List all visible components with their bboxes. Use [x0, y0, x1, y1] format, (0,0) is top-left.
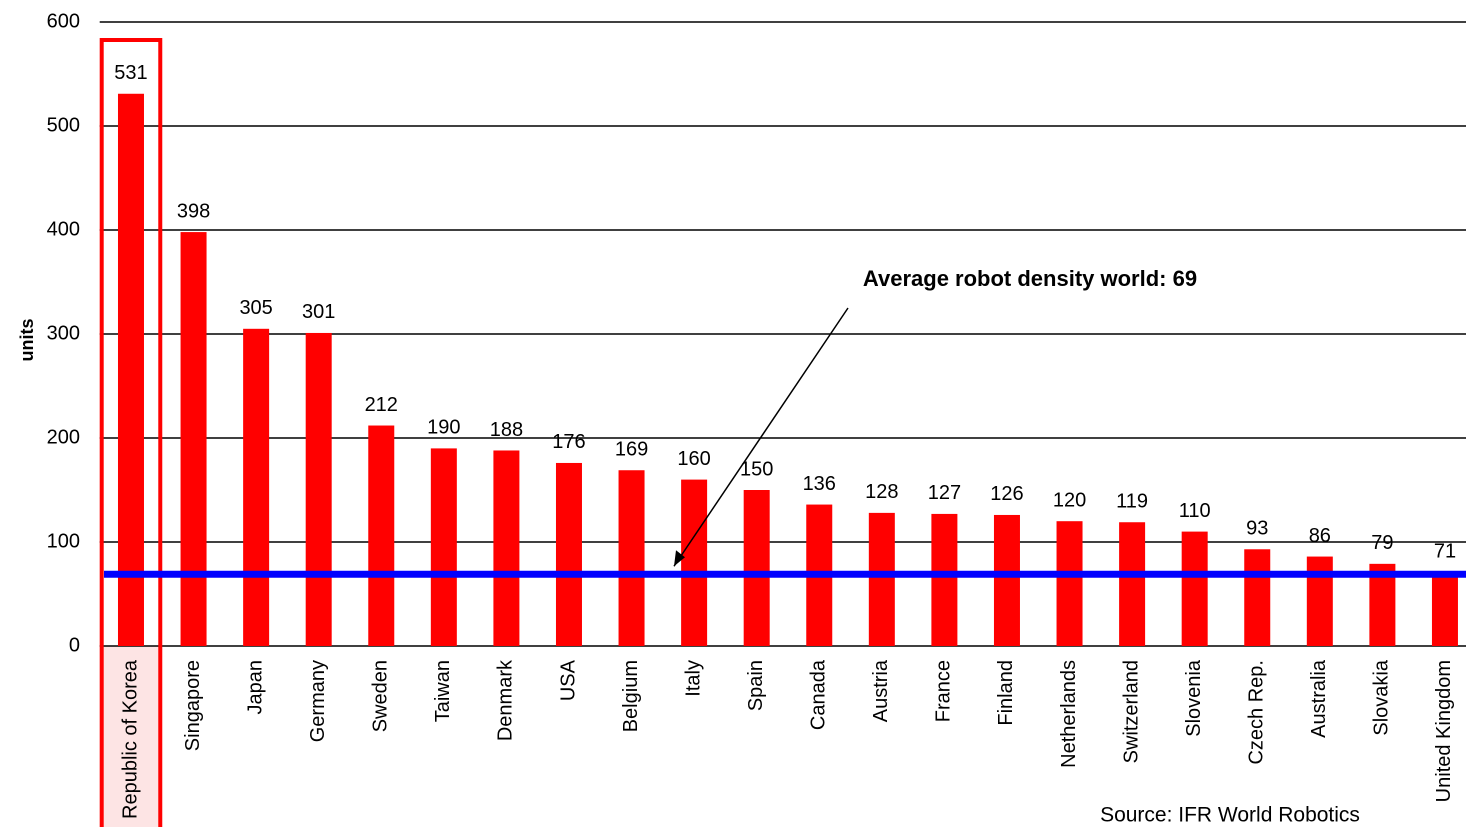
bar — [1056, 521, 1083, 646]
x-tick-label: Netherlands — [1058, 660, 1080, 768]
x-tick-label: Spain — [745, 660, 767, 711]
x-tick-label: Austria — [870, 659, 892, 722]
x-tick-label: United Kingdom — [1433, 660, 1455, 802]
x-tick-label: Czech Rep. — [1246, 660, 1268, 765]
plot: 0 100 200 300 400 500 600 531 Republic of Korea 3… — [47, 10, 1466, 827]
value-label: 398 — [177, 200, 210, 222]
x-tick-label: Australia — [1308, 659, 1330, 738]
highlight-box — [99, 38, 163, 827]
value-label: 169 — [615, 439, 648, 461]
bar — [931, 513, 958, 646]
x-tick-label: Singapore — [182, 660, 204, 751]
x-tick-label: Slovakia — [1371, 659, 1393, 735]
y-tick-label: 200 — [47, 426, 80, 448]
value-label: 126 — [990, 483, 1023, 505]
value-label: 86 — [1309, 525, 1331, 547]
x-tick-label: Slovenia — [1183, 659, 1205, 737]
value-label: 93 — [1246, 518, 1268, 540]
value-label: 71 — [1434, 540, 1456, 562]
source: Source: IFR World Robotics — [1100, 804, 1360, 827]
x-tick-label: USA — [557, 659, 579, 701]
arrow-head — [674, 550, 685, 567]
value-label: 531 — [114, 62, 147, 84]
y-tick-label: 300 — [47, 322, 80, 344]
bar — [1181, 531, 1208, 646]
x-tick-label: Germany — [307, 660, 329, 742]
bar — [305, 332, 332, 646]
bar — [1119, 522, 1146, 646]
x-tick-label: Sweden — [370, 660, 392, 732]
bar — [180, 232, 207, 646]
value-label: 212 — [365, 394, 398, 416]
y-tick-label: 100 — [47, 530, 80, 552]
annotation-arrow — [673, 307, 849, 567]
value-label: 150 — [740, 458, 773, 480]
y-tick-label: 500 — [47, 114, 80, 136]
bar — [555, 462, 582, 646]
y-tick-label: 0 — [69, 634, 80, 656]
bar — [743, 490, 770, 646]
bar — [117, 93, 144, 646]
value-label: 120 — [1053, 489, 1086, 511]
x-tick-label: Japan — [244, 660, 266, 715]
value-label: 79 — [1371, 532, 1393, 554]
value-label: 110 — [1179, 500, 1211, 522]
x-tick-label: Italy — [682, 660, 704, 697]
bar — [681, 479, 708, 646]
value-label: 301 — [302, 301, 335, 323]
bar — [868, 512, 895, 646]
x-tick-label: Finland — [995, 660, 1017, 726]
bar — [618, 470, 645, 646]
x-tick-label: France — [933, 660, 955, 722]
value-label: 305 — [239, 297, 272, 319]
x-tick-label: Switzerland — [1120, 660, 1142, 763]
y-tick-label: 400 — [47, 218, 80, 240]
y-tick-label: 600 — [47, 10, 80, 32]
bar — [1431, 572, 1458, 646]
value-label: 119 — [1116, 491, 1148, 513]
x-tick-label: Canada — [808, 659, 830, 730]
x-tick-label: Republic of Korea — [119, 659, 141, 819]
bar — [1306, 556, 1333, 646]
highlight-fill — [101, 646, 161, 827]
bar — [993, 514, 1020, 646]
y-axis-label: units — [17, 319, 37, 362]
value-label: 128 — [865, 481, 898, 503]
value-label: 176 — [552, 431, 585, 453]
x-tick-label: Belgium — [620, 660, 642, 732]
value-label: 190 — [427, 417, 460, 439]
bar — [493, 450, 520, 646]
x-tick-label: Taiwan — [432, 660, 454, 722]
annotation: Average robot density world: 69 — [863, 266, 1197, 291]
value-label: 136 — [803, 473, 836, 495]
bar — [243, 328, 270, 646]
bar — [368, 425, 395, 646]
value-label: 188 — [490, 419, 523, 441]
bar — [1244, 549, 1271, 646]
bar — [430, 448, 457, 646]
x-tick-label: Denmark — [495, 659, 517, 741]
value-label: 160 — [677, 448, 710, 470]
value-label: 127 — [928, 482, 961, 504]
